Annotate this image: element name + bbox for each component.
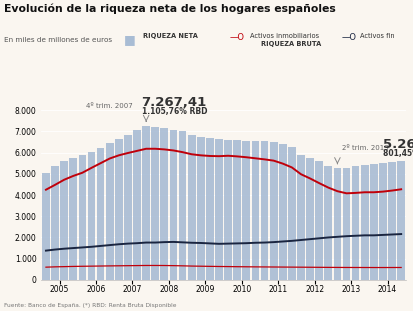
Bar	[251, 141, 259, 280]
Bar	[269, 142, 277, 280]
Text: Fuente: Banco de España. (*) RBD: Renta Bruta Disponible: Fuente: Banco de España. (*) RBD: Renta …	[4, 303, 176, 308]
Bar	[151, 127, 159, 280]
Text: —O: —O	[229, 33, 244, 42]
Bar	[115, 139, 122, 280]
Bar	[297, 155, 304, 280]
Bar	[396, 161, 404, 280]
Bar	[287, 147, 295, 280]
Bar	[88, 151, 95, 280]
Bar	[360, 165, 368, 280]
Bar	[169, 130, 177, 280]
Text: 1.105,76% RBD: 1.105,76% RBD	[141, 107, 206, 116]
Bar	[188, 135, 195, 280]
Bar	[60, 161, 68, 280]
Bar	[242, 141, 249, 280]
Bar	[215, 139, 222, 280]
Bar	[78, 155, 86, 280]
Bar	[387, 162, 395, 280]
Bar	[69, 158, 77, 280]
Bar	[106, 143, 113, 280]
Bar	[42, 173, 50, 280]
Text: 2º trim. 2013: 2º trim. 2013	[341, 145, 388, 151]
Bar	[51, 166, 59, 280]
Bar	[315, 161, 322, 280]
Bar	[378, 163, 386, 280]
Bar	[124, 135, 131, 280]
Bar	[97, 148, 104, 280]
Bar	[351, 166, 358, 280]
Bar	[342, 168, 349, 280]
Text: —O: —O	[341, 33, 356, 42]
Text: 7.267,41: 7.267,41	[141, 96, 206, 109]
Bar	[260, 141, 268, 280]
Bar	[306, 158, 313, 280]
Text: Activos fin: Activos fin	[359, 33, 394, 39]
Text: Activos inmobiliarios: Activos inmobiliarios	[250, 33, 319, 39]
Text: ■: ■	[124, 33, 135, 46]
Bar	[178, 131, 186, 280]
Text: 4º trim. 2007: 4º trim. 2007	[85, 103, 132, 109]
Bar	[224, 140, 231, 280]
Text: RIQUEZA NETA: RIQUEZA NETA	[142, 33, 197, 39]
Text: RIQUEZA BRUTA: RIQUEZA BRUTA	[260, 41, 320, 47]
Bar	[142, 126, 150, 280]
Text: Evolución de la riqueza neta de los hogares españoles: Evolución de la riqueza neta de los hoga…	[4, 3, 335, 14]
Bar	[324, 166, 331, 280]
Text: 5.269,28: 5.269,28	[382, 138, 413, 151]
Text: 801,45% RBD: 801,45% RBD	[382, 149, 413, 158]
Bar	[197, 137, 204, 280]
Bar	[206, 138, 213, 280]
Bar	[133, 130, 140, 280]
Bar	[160, 128, 168, 280]
Bar	[369, 164, 377, 280]
Bar	[333, 168, 340, 280]
Bar	[233, 140, 240, 280]
Text: En miles de millones de euros: En miles de millones de euros	[4, 37, 112, 43]
Bar	[278, 144, 286, 280]
